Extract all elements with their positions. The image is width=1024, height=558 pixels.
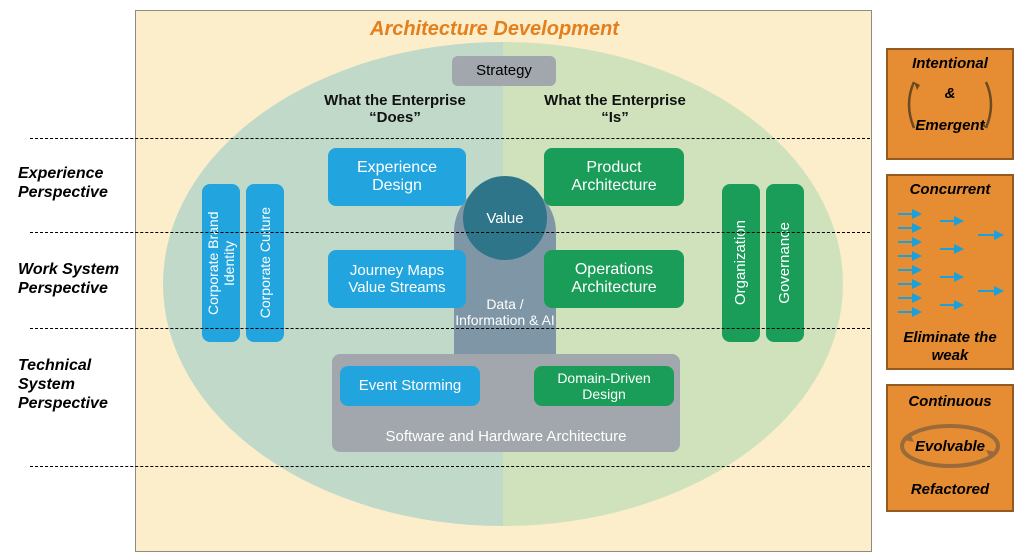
value-circle: Value [463,176,547,260]
box-ddd: Domain-Driven Design [534,366,674,406]
svg-text:Evolvable: Evolvable [915,438,985,455]
row-label-2: Technical System Perspective [18,356,138,414]
svg-text:Refactored: Refactored [911,481,990,498]
svg-text:weak: weak [932,347,969,364]
top-label-right: What the Enterprise“Is” [530,92,700,126]
row-label-0: Experience Perspective [18,164,138,202]
strategy-box: Strategy [452,56,556,86]
svg-text:Eliminate the: Eliminate the [903,329,996,346]
vbox-gov: Governance [766,184,804,342]
legend-intentional-line-1: & [945,85,956,102]
vbox-brand: Corporate Brand Identity [202,184,240,342]
box-prod_arch: Product Architecture [544,148,684,206]
svg-text:Concurrent: Concurrent [910,181,992,198]
box-journey: Journey Maps Value Streams [328,250,466,308]
data-info-label: Data / Information & AI [455,296,555,328]
row-label-1: Work System Perspective [18,260,138,298]
box-event_storm: Event Storming [340,366,480,406]
dash-line-1 [30,232,870,233]
box-ops_arch: Operations Architecture [544,250,684,308]
legend-intentional-line-2: Emergent [915,117,985,134]
box-exp_design: Experience Design [328,148,466,206]
legend-intentional-line-0: Intentional [912,55,989,72]
diagram-title: Architecture Development [370,18,619,41]
dash-line-0 [30,138,870,139]
vbox-culture: Corporate Culture [246,184,284,342]
sw-hw-label: Software and Hardware Architecture [332,428,680,445]
dash-line-2 [30,328,870,329]
dash-line-3 [30,466,870,467]
vbox-org: Organization [722,184,760,342]
svg-text:Continuous: Continuous [908,393,991,410]
top-label-left: What the Enterprise“Does” [310,92,480,126]
